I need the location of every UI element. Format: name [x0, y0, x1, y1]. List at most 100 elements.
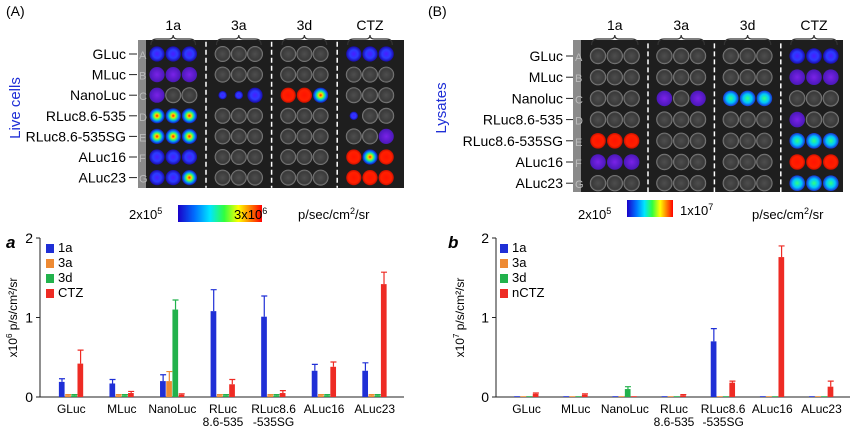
- well-b4: [214, 66, 231, 83]
- column-label: 1a: [165, 17, 181, 33]
- x-tick-label: GLuc: [57, 402, 86, 416]
- legend-swatch: [46, 244, 54, 253]
- well-e9: [756, 132, 773, 150]
- well-f5: [673, 153, 690, 171]
- bar-3a-MLuc: [115, 395, 122, 397]
- row-label: RLuc8.6-535: [46, 108, 126, 124]
- bar-1a-GLuc: [514, 396, 520, 397]
- bar-3d-MLuc: [575, 396, 582, 397]
- row-label: MLuc: [92, 67, 126, 83]
- well-b4: [656, 68, 673, 86]
- bar-1a-ALuc23: [362, 370, 369, 397]
- well-a6: [689, 47, 707, 65]
- well-f6: [689, 153, 707, 171]
- well-e10: [345, 128, 362, 145]
- well-f12: [823, 154, 839, 170]
- well-c11: [361, 87, 378, 104]
- error-bar: [311, 363, 318, 371]
- x-tick-label: RLuc: [209, 402, 237, 416]
- bar-3a-MLuc: [569, 396, 576, 397]
- well-e2: [607, 133, 623, 149]
- row-label: RLuc8.6-535: [483, 112, 563, 128]
- error-bar: [680, 394, 687, 396]
- plate-row-letter: D: [139, 112, 147, 124]
- well-d6: [689, 111, 707, 128]
- error-bar: [324, 394, 331, 396]
- plate-row-letter: C: [139, 91, 147, 103]
- well-g8: [739, 174, 756, 192]
- bar-1a-MLuc: [563, 396, 570, 397]
- bar-3d-MLuc: [121, 395, 128, 397]
- bar-CTZ-RLuc8.6-535: [229, 384, 235, 397]
- well-c1: [149, 87, 165, 103]
- well-a4: [214, 46, 231, 63]
- well-f1: [149, 149, 165, 165]
- well-a9: [312, 46, 329, 63]
- well-b6: [689, 68, 707, 86]
- well-a2: [165, 46, 181, 62]
- x-tick-label: -535SG: [702, 415, 743, 429]
- well-a8: [296, 46, 313, 63]
- column-label: 1a: [607, 17, 623, 33]
- well-b9: [756, 68, 773, 86]
- well-f10: [346, 149, 362, 165]
- well-a9: [756, 47, 773, 65]
- well-f7: [280, 148, 297, 165]
- plate-row-letter: G: [139, 174, 148, 186]
- well-e9: [312, 128, 329, 145]
- plate-edge-a: [138, 40, 146, 188]
- bar-3d-GLuc: [71, 395, 77, 397]
- bar-3d-GLuc: [526, 396, 533, 397]
- well-b1: [589, 68, 607, 86]
- bar-3a-RLuc8.6-535SG: [267, 395, 274, 397]
- x-tick-label: ALuc23: [801, 402, 842, 416]
- error-bar: [210, 289, 217, 312]
- panel-b-label: (B): [428, 3, 447, 19]
- bar-chart-b: b 0 1 2 x107 p/s/cm²/sr GLuc MLuc NanoLuc RLuc8.…: [448, 230, 850, 429]
- legend-swatch: [500, 274, 508, 283]
- bar-1a-RLuc8.6-535: [661, 396, 668, 397]
- well-g1: [589, 174, 607, 192]
- column-bracket: [591, 34, 639, 46]
- well-f7: [722, 153, 740, 171]
- well-f11: [362, 149, 378, 165]
- well-f9: [312, 148, 329, 165]
- error-bar: [267, 394, 274, 396]
- well-e11: [361, 128, 378, 145]
- legend-swatch: [500, 244, 508, 253]
- well-e3: [181, 128, 197, 144]
- well-f1: [590, 154, 606, 170]
- well-g6: [689, 174, 707, 192]
- bar-3d-ALuc16: [324, 395, 330, 397]
- well-g4: [214, 169, 231, 186]
- error-bar: [65, 394, 72, 396]
- well-g12: [378, 170, 394, 186]
- column-bracket: [790, 34, 838, 46]
- units-b: p/sec/cm2/sr: [752, 206, 824, 222]
- well-d9: [756, 111, 773, 128]
- well-c2: [165, 87, 182, 104]
- well-g10: [789, 175, 805, 191]
- well-e8: [739, 132, 756, 150]
- well-d9: [312, 107, 329, 124]
- well-b8: [296, 66, 313, 83]
- well-f11: [806, 154, 822, 170]
- error-bar: [166, 370, 173, 382]
- plate-row-letter: A: [139, 50, 147, 62]
- x-tick-label: MLuc: [561, 402, 590, 416]
- well-e12: [378, 128, 394, 144]
- well-a7: [280, 46, 297, 63]
- well-d1: [149, 108, 165, 124]
- well-b7: [722, 68, 740, 86]
- error-bar: [77, 349, 84, 364]
- well-c6: [690, 90, 706, 107]
- well-f2: [165, 149, 181, 165]
- well-f12: [378, 149, 394, 165]
- well-a11: [362, 46, 378, 62]
- well-f8: [739, 153, 756, 171]
- bar-3a-ALuc23: [368, 395, 375, 397]
- well-a8: [739, 47, 756, 65]
- well-f3: [181, 149, 197, 165]
- panel-a-plate: (A) Live cells 1a 3a 3d CTZ GLuc A MLuc B NanoL…: [6, 3, 404, 222]
- well-c11: [805, 90, 823, 107]
